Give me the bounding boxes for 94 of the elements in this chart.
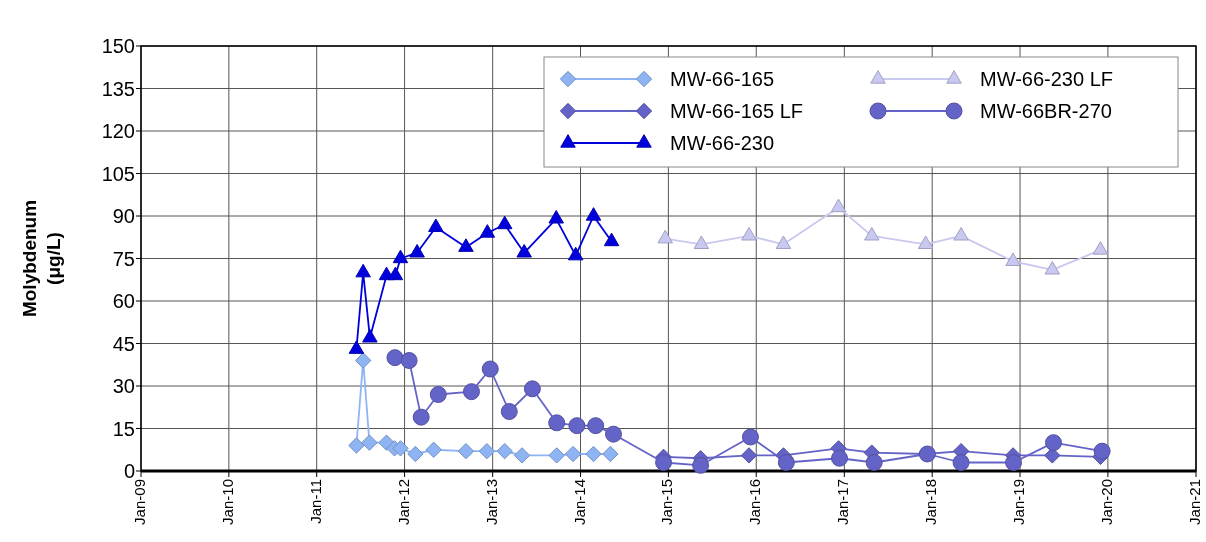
point xyxy=(481,360,499,378)
point xyxy=(564,445,582,463)
point xyxy=(585,207,602,221)
y-tick-label: 135 xyxy=(101,77,135,100)
point xyxy=(355,263,371,278)
x-tick-label: Jan-15 xyxy=(658,479,676,525)
point xyxy=(428,218,444,233)
point xyxy=(412,408,430,426)
point xyxy=(513,447,531,464)
point xyxy=(458,238,474,252)
x-tick-label: Jan-18 xyxy=(922,479,940,525)
point xyxy=(496,215,513,230)
point xyxy=(741,226,757,241)
point xyxy=(777,454,795,471)
point xyxy=(496,443,513,460)
point xyxy=(585,445,602,463)
point xyxy=(741,428,759,446)
point xyxy=(830,198,847,213)
point xyxy=(479,224,496,238)
legend-label: MW-66-165 LF xyxy=(670,100,804,122)
point xyxy=(387,266,404,281)
point xyxy=(831,449,848,467)
point xyxy=(953,226,969,241)
point xyxy=(362,328,378,343)
x-tick-label: Jan-16 xyxy=(746,479,764,525)
point xyxy=(392,440,409,457)
point xyxy=(1045,434,1062,452)
point xyxy=(392,249,409,264)
point xyxy=(386,349,404,367)
y-tick-label: 150 xyxy=(101,35,135,57)
point xyxy=(348,340,365,354)
point xyxy=(500,403,518,420)
y-tick-label: 60 xyxy=(112,290,135,312)
point xyxy=(548,414,566,432)
y-tick-label: 45 xyxy=(112,332,135,355)
x-tick-label: Jan-17 xyxy=(834,479,852,525)
point xyxy=(348,437,365,454)
y-axis-title: Molybdenum (μg/L) xyxy=(19,199,64,318)
point xyxy=(740,447,758,464)
legend-label: MW-66-230 LF xyxy=(980,68,1114,90)
y-tick-label: 120 xyxy=(101,120,135,142)
y-tick-label: 0 xyxy=(123,460,135,482)
x-tick-label: Jan-11 xyxy=(306,479,324,524)
legend-label: MW-66BR-270 xyxy=(980,100,1112,122)
legend-label: MW-66-165 xyxy=(670,68,775,90)
x-tick-label: Jan-13 xyxy=(482,479,500,525)
point xyxy=(587,417,605,435)
y-tick-label: 105 xyxy=(101,162,135,185)
point xyxy=(865,454,883,471)
point xyxy=(548,447,565,464)
point xyxy=(1093,442,1111,460)
point xyxy=(429,386,447,403)
point xyxy=(516,243,532,258)
point xyxy=(457,443,475,460)
point xyxy=(952,454,970,471)
point xyxy=(655,454,673,471)
point xyxy=(775,235,792,250)
point xyxy=(400,352,418,369)
point xyxy=(1044,260,1061,275)
x-tick-label: Jan-14 xyxy=(570,479,588,525)
point xyxy=(1092,241,1109,255)
point xyxy=(425,441,442,458)
point xyxy=(568,417,586,435)
point xyxy=(407,445,424,463)
y-tick-label: 90 xyxy=(112,205,135,227)
x-tick-label: Jan-09 xyxy=(131,479,148,525)
point xyxy=(355,352,372,369)
point xyxy=(605,425,622,443)
x-tick-label: Jan-19 xyxy=(1010,479,1028,525)
y-tick-label: 75 xyxy=(112,247,135,270)
point xyxy=(478,443,496,460)
point xyxy=(917,235,934,250)
point xyxy=(523,380,541,398)
point xyxy=(864,226,880,241)
point xyxy=(409,243,425,258)
point xyxy=(548,209,564,224)
point xyxy=(603,232,620,247)
point xyxy=(1005,454,1023,471)
x-tick-label: Jan-12 xyxy=(394,479,412,525)
y-tick-label: 30 xyxy=(112,375,135,397)
point xyxy=(463,383,480,401)
y-tick-label: 15 xyxy=(112,417,135,440)
point xyxy=(1005,252,1021,267)
x-tick-label: Jan-20 xyxy=(1097,479,1115,525)
x-tick-label: Jan-21 xyxy=(1186,479,1203,525)
x-tick-label: Jan-10 xyxy=(218,479,236,525)
point xyxy=(693,235,710,250)
point xyxy=(1044,447,1061,464)
point xyxy=(602,445,619,463)
point xyxy=(657,229,673,244)
legend-label: MW-66-230 xyxy=(670,132,775,154)
point xyxy=(361,434,378,451)
point xyxy=(692,456,710,474)
point xyxy=(567,246,584,261)
